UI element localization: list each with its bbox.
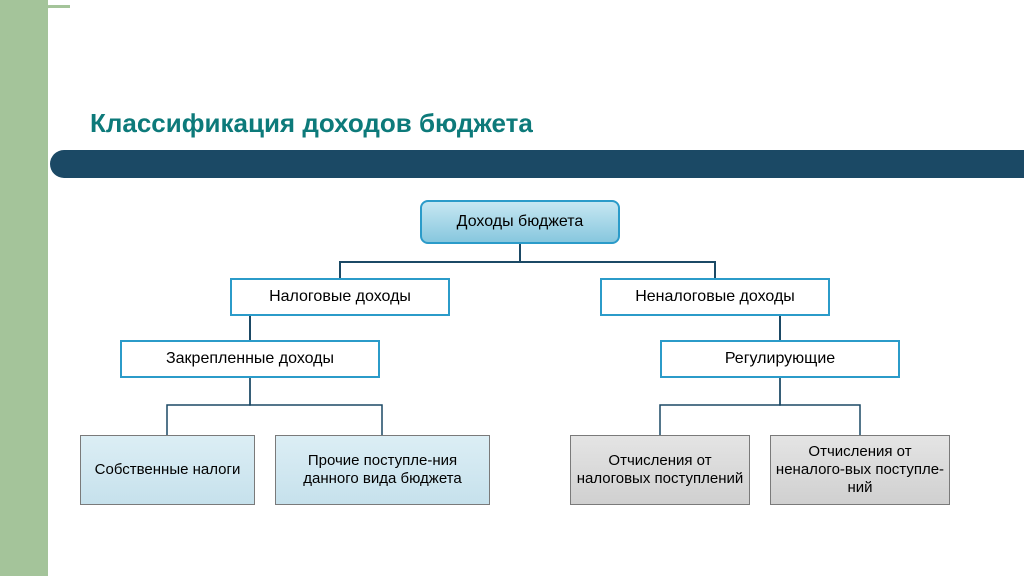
slide-title-bar [0, 150, 1024, 178]
slide-title-bar-fill [50, 150, 1024, 178]
node-nontax: Неналоговые доходы [600, 278, 830, 316]
classification-tree: Доходы бюджета Налоговые доходы Неналого… [80, 200, 960, 540]
leaf-other-income: Прочие поступле-ния данного вида бюджета [275, 435, 490, 505]
leaf-tax-deduct: Отчисления от налоговых поступлений [570, 435, 750, 505]
leaf-own-taxes: Собственные налоги [80, 435, 255, 505]
node-fixed: Закрепленные доходы [120, 340, 380, 378]
node-root: Доходы бюджета [420, 200, 620, 244]
slide-sidebar [0, 0, 48, 576]
slide-title: Классификация доходов бюджета [90, 108, 533, 139]
node-tax: Налоговые доходы [230, 278, 450, 316]
node-reg: Регулирующие [660, 340, 900, 378]
leaf-nontax-deduct: Отчисления от неналого-вых поступле-ний [770, 435, 950, 505]
